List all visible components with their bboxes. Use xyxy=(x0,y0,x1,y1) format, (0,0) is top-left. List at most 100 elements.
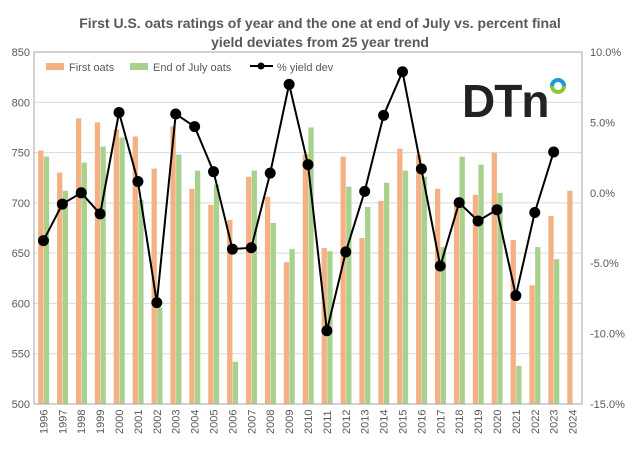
x-tick-label: 2004 xyxy=(190,410,202,434)
bar-first-oats xyxy=(264,196,271,404)
bar-end-of-july xyxy=(270,222,276,404)
bar-end-of-july xyxy=(365,206,371,404)
yield-dev-point xyxy=(378,109,390,121)
x-tick-label: 2005 xyxy=(209,410,221,434)
y2-tick-label: -5.0% xyxy=(590,258,619,270)
yield-dev-point xyxy=(264,167,276,179)
yield-dev-point xyxy=(510,290,522,302)
x-tick-label: 1999 xyxy=(95,410,107,434)
bar-end-of-july xyxy=(62,190,69,404)
bar-end-of-july xyxy=(535,247,541,404)
legend-label: % yield dev xyxy=(277,62,334,74)
yield-dev-point xyxy=(548,146,560,158)
y-tick-label: 650 xyxy=(12,248,30,260)
bar-first-oats xyxy=(510,240,516,404)
bar-first-oats xyxy=(529,285,535,404)
yield-dev-point xyxy=(491,204,503,216)
yield-dev-point xyxy=(94,208,106,220)
bar-first-oats xyxy=(567,190,573,404)
bar-end-of-july xyxy=(213,184,220,404)
yield-dev-point xyxy=(151,297,163,309)
bar-first-oats xyxy=(132,136,138,405)
bar-end-of-july xyxy=(516,365,522,404)
bar-first-oats xyxy=(548,215,554,404)
x-tick-label: 1997 xyxy=(57,410,69,434)
yield-dev-point xyxy=(37,235,49,247)
bar-end-of-july xyxy=(289,249,295,404)
x-tick-label: 2001 xyxy=(133,410,145,434)
y2-tick-label: 0.0% xyxy=(590,188,615,200)
yield-dev-point xyxy=(132,176,144,188)
x-tick-label: 2010 xyxy=(303,410,315,434)
y-tick-label: 800 xyxy=(12,97,30,109)
svg-text:DTn: DTn xyxy=(462,75,548,127)
yield-dev-point xyxy=(189,121,201,133)
bar-end-of-july xyxy=(554,259,560,404)
yield-dev-point xyxy=(245,242,257,254)
y-tick-label: 700 xyxy=(12,198,30,210)
x-tick-label: 2015 xyxy=(397,410,409,434)
bar-first-oats xyxy=(434,188,441,404)
legend-swatch xyxy=(46,63,64,70)
bar-end-of-july xyxy=(43,156,50,404)
yield-dev-point xyxy=(113,107,125,119)
x-tick-label: 2014 xyxy=(379,410,391,434)
x-tick-label: 2024 xyxy=(568,410,580,434)
x-tick-label: 2016 xyxy=(416,410,428,434)
x-tick-label: 2009 xyxy=(284,410,296,434)
bar-first-oats xyxy=(75,118,82,405)
bar-first-oats xyxy=(170,126,176,405)
y2-tick-label: -15.0% xyxy=(590,399,625,411)
yield-dev-point xyxy=(321,325,333,337)
x-tick-label: 2000 xyxy=(114,410,126,434)
yield-dev-point xyxy=(302,159,314,171)
bar-end-of-july xyxy=(346,186,352,404)
x-tick-label: 2020 xyxy=(492,410,504,434)
bar-first-oats xyxy=(38,150,44,404)
bar-first-oats xyxy=(283,262,290,404)
yield-dev-point xyxy=(208,166,220,178)
bar-end-of-july xyxy=(138,199,144,404)
y-tick-label: 550 xyxy=(12,349,30,361)
bar-end-of-july xyxy=(497,192,503,404)
yield-dev-point xyxy=(283,78,295,90)
yield-dev-point xyxy=(415,163,427,175)
bar-end-of-july xyxy=(176,154,182,404)
bar-end-of-july xyxy=(383,182,390,404)
y-tick-label: 750 xyxy=(12,148,30,160)
bar-end-of-july xyxy=(251,170,257,404)
y2-tick-label: 10.0% xyxy=(590,47,621,59)
bar-end-of-july xyxy=(119,137,125,404)
bar-end-of-july xyxy=(421,176,428,404)
bar-end-of-july xyxy=(459,156,465,404)
bar-first-oats xyxy=(378,200,384,404)
x-tick-label: 2023 xyxy=(549,410,561,434)
bar-first-oats xyxy=(94,122,101,405)
yield-dev-point xyxy=(340,246,352,258)
x-tick-label: 2021 xyxy=(511,410,523,434)
y-tick-label: 850 xyxy=(12,47,30,59)
plot-border xyxy=(33,51,583,405)
legend-label: End of July oats xyxy=(153,62,232,74)
x-tick-label: 2006 xyxy=(227,410,239,434)
x-tick-label: 1996 xyxy=(38,410,50,434)
bar-end-of-july xyxy=(402,170,409,404)
bar-end-of-july xyxy=(194,170,201,404)
yield-dev-point xyxy=(529,207,541,219)
yield-dev-point xyxy=(75,187,87,199)
bar-end-of-july xyxy=(440,247,446,404)
chart-title: First U.S. oats ratings of year and the … xyxy=(79,15,561,31)
x-tick-label: 2011 xyxy=(322,410,334,434)
bar-first-oats xyxy=(113,129,120,404)
x-tick-label: 2007 xyxy=(246,410,258,434)
x-tick-label: 2017 xyxy=(435,410,447,434)
bar-first-oats xyxy=(246,176,252,404)
bar-first-oats xyxy=(416,154,422,404)
x-tick-label: 2002 xyxy=(152,410,164,434)
bar-first-oats xyxy=(359,238,365,404)
bar-first-oats xyxy=(227,219,233,404)
bar-first-oats xyxy=(189,188,195,404)
legend-swatch xyxy=(130,63,148,70)
